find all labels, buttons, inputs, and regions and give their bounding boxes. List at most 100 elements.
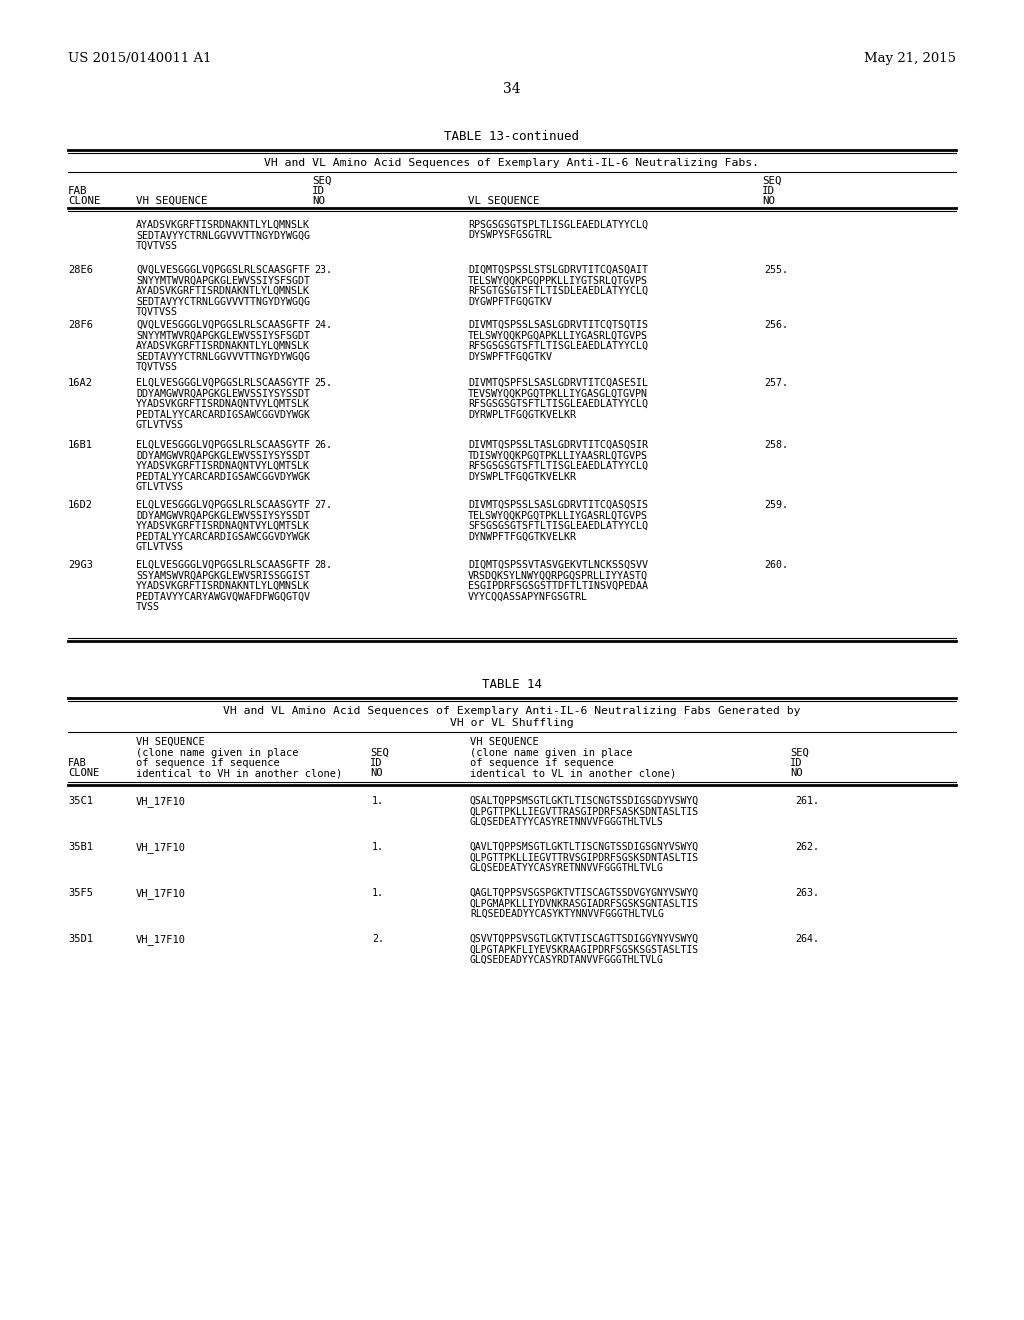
Text: DDYAMGWVRQAPGKGLEWVSSIYSYSSDT: DDYAMGWVRQAPGKGLEWVSSIYSYSSDT bbox=[136, 511, 310, 520]
Text: 257.: 257. bbox=[764, 378, 788, 388]
Text: DDYAMGWVRQAPGKGLEWVSSIYSYSSDT: DDYAMGWVRQAPGKGLEWVSSIYSYSSDT bbox=[136, 388, 310, 399]
Text: VH_17F10: VH_17F10 bbox=[136, 796, 186, 807]
Text: ESGIPDRFSGSGSTTDFTLTINSVQPEDAA: ESGIPDRFSGSGSTTDFTLTINSVQPEDAA bbox=[468, 581, 648, 591]
Text: TELSWYQQKPGQAPKLLIYGASRLQTGVPS: TELSWYQQKPGQAPKLLIYGASRLQTGVPS bbox=[468, 330, 648, 341]
Text: PEDTALYYCARCARDIGSAWCGGVDYWGK: PEDTALYYCARCARDIGSAWCGGVDYWGK bbox=[136, 532, 310, 541]
Text: YYADSVKGRFTISRDNAKNTLYLQMNSLK: YYADSVKGRFTISRDNAKNTLYLQMNSLK bbox=[136, 581, 310, 591]
Text: SEDTAVYYCTRNLGGVVVTTNGYDYWGQG: SEDTAVYYCTRNLGGVVVTTNGYDYWGQG bbox=[136, 231, 310, 240]
Text: SEDTAVYYCTRNLGGVVVTTNGYDYWGQG: SEDTAVYYCTRNLGGVVVTTNGYDYWGQG bbox=[136, 297, 310, 306]
Text: RFSGSGSGTSFTLTISGLEAEDLATYYCLQ: RFSGSGSGTSFTLTISGLEAEDLATYYCLQ bbox=[468, 341, 648, 351]
Text: GTLVTVSS: GTLVTVSS bbox=[136, 482, 184, 492]
Text: VH_17F10: VH_17F10 bbox=[136, 935, 186, 945]
Text: RLQSEDEADYYCASYKTYNNVVFGGGTHLTVLG: RLQSEDEADYYCASYKTYNNVVFGGGTHLTVLG bbox=[470, 909, 664, 919]
Text: QLPGTTPKLLIEGVTTRVSGIPDRFSGSKSDNTASLTIS: QLPGTTPKLLIEGVTTRVSGIPDRFSGSKSDNTASLTIS bbox=[470, 853, 699, 862]
Text: AYADSVKGRFTISRDNAKNTLYLQMNSLK: AYADSVKGRFTISRDNAKNTLYLQMNSLK bbox=[136, 220, 310, 230]
Text: TQVTVSS: TQVTVSS bbox=[136, 308, 178, 317]
Text: 262.: 262. bbox=[795, 842, 819, 851]
Text: TELSWYQQKPGQPPKLLIYGTSRLQTGVPS: TELSWYQQKPGQPPKLLIYGTSRLQTGVPS bbox=[468, 276, 648, 285]
Text: QVQLVESGGGLVQPGGSLRLSCAASGFTF: QVQLVESGGGLVQPGGSLRLSCAASGFTF bbox=[136, 319, 310, 330]
Text: DYSWPYSFGSGTRL: DYSWPYSFGSGTRL bbox=[468, 231, 552, 240]
Text: PEDTALYYCARCARDIGSAWCGGVDYWGK: PEDTALYYCARCARDIGSAWCGGVDYWGK bbox=[136, 471, 310, 482]
Text: QSALTQPPSMSGTLGKTLTISCNGTSSDIGSGDYVSWYQ: QSALTQPPSMSGTLGKTLTISCNGTSSDIGSGDYVSWYQ bbox=[470, 796, 699, 807]
Text: VH or VL Shuffling: VH or VL Shuffling bbox=[451, 718, 573, 729]
Text: SEQ: SEQ bbox=[312, 176, 332, 186]
Text: TEVSWYQQKPGQTPKLLIYGASGLQTGVPN: TEVSWYQQKPGQTPKLLIYGASGLQTGVPN bbox=[468, 388, 648, 399]
Text: 24.: 24. bbox=[314, 319, 332, 330]
Text: ID: ID bbox=[370, 758, 383, 768]
Text: VH and VL Amino Acid Sequences of Exemplary Anti-IL-6 Neutralizing Fabs.: VH and VL Amino Acid Sequences of Exempl… bbox=[264, 158, 760, 168]
Text: 28F6: 28F6 bbox=[68, 319, 93, 330]
Text: 26.: 26. bbox=[314, 440, 332, 450]
Text: VH_17F10: VH_17F10 bbox=[136, 842, 186, 853]
Text: (clone name given in place: (clone name given in place bbox=[136, 748, 299, 758]
Text: DIQMTQSPSSVTASVGEKVTLNCKSSQSVV: DIQMTQSPSSVTASVGEKVTLNCKSSQSVV bbox=[468, 560, 648, 570]
Text: PEDTAVYYCARYAWGVQWAFDFWGQGTQV: PEDTAVYYCARYAWGVQWAFDFWGQGTQV bbox=[136, 591, 310, 602]
Text: 1.: 1. bbox=[372, 842, 384, 851]
Text: 1.: 1. bbox=[372, 888, 384, 898]
Text: 264.: 264. bbox=[795, 935, 819, 944]
Text: DYSWPFTFGQGTKV: DYSWPFTFGQGTKV bbox=[468, 351, 552, 362]
Text: 16B1: 16B1 bbox=[68, 440, 93, 450]
Text: FAB: FAB bbox=[68, 758, 87, 768]
Text: identical to VH in another clone): identical to VH in another clone) bbox=[136, 768, 342, 777]
Text: of sequence if sequence: of sequence if sequence bbox=[136, 758, 280, 768]
Text: PEDTALYYCARCARDIGSAWCGGVDYWGK: PEDTALYYCARCARDIGSAWCGGVDYWGK bbox=[136, 409, 310, 420]
Text: VH SEQUENCE: VH SEQUENCE bbox=[136, 737, 205, 747]
Text: SEDTAVYYCTRNLGGVVVTTNGYDYWGQG: SEDTAVYYCTRNLGGVVVTTNGYDYWGQG bbox=[136, 351, 310, 362]
Text: SNYYMTWVRQAPGKGLEWVSSIYSFSGDT: SNYYMTWVRQAPGKGLEWVSSIYSFSGDT bbox=[136, 276, 310, 285]
Text: May 21, 2015: May 21, 2015 bbox=[864, 51, 956, 65]
Text: CLONE: CLONE bbox=[68, 195, 100, 206]
Text: 258.: 258. bbox=[764, 440, 788, 450]
Text: 34: 34 bbox=[503, 82, 521, 96]
Text: TQVTVSS: TQVTVSS bbox=[136, 362, 178, 372]
Text: 261.: 261. bbox=[795, 796, 819, 807]
Text: GTLVTVSS: GTLVTVSS bbox=[136, 420, 184, 430]
Text: (clone name given in place: (clone name given in place bbox=[470, 748, 633, 758]
Text: QLPGMAPKLLIYDVNKRASGIADRFSGSKSGNTASLTIS: QLPGMAPKLLIYDVNKRASGIADRFSGSKSGNTASLTIS bbox=[470, 899, 699, 908]
Text: 2.: 2. bbox=[372, 935, 384, 944]
Text: ELQLVESGGGLVQPGGSLRLSCAASGYTF: ELQLVESGGGLVQPGGSLRLSCAASGYTF bbox=[136, 500, 310, 510]
Text: YYADSVKGRFTISRDNAQNTVYLQMTSLK: YYADSVKGRFTISRDNAQNTVYLQMTSLK bbox=[136, 521, 310, 531]
Text: GLQSEDEATYYCASYRETNNVVFGGGTHLTVLS: GLQSEDEATYYCASYRETNNVVFGGGTHLTVLS bbox=[470, 817, 664, 828]
Text: TABLE 14: TABLE 14 bbox=[482, 678, 542, 690]
Text: NO: NO bbox=[790, 768, 803, 777]
Text: QLPGTTPKLLIEGVTTRASGIPDRFSASKSDNTASLTIS: QLPGTTPKLLIEGVTTRASGIPDRFSASKSDNTASLTIS bbox=[470, 807, 699, 817]
Text: identical to VL in another clone): identical to VL in another clone) bbox=[470, 768, 676, 777]
Text: 27.: 27. bbox=[314, 500, 332, 510]
Text: 260.: 260. bbox=[764, 560, 788, 570]
Text: 25.: 25. bbox=[314, 378, 332, 388]
Text: DYSWPLTFGQGTKVELKR: DYSWPLTFGQGTKVELKR bbox=[468, 471, 575, 482]
Text: TQVTVSS: TQVTVSS bbox=[136, 242, 178, 251]
Text: DIQMTQSPSSLSTSLGDRVTITCQASQAIT: DIQMTQSPSSLSTSLGDRVTITCQASQAIT bbox=[468, 265, 648, 275]
Text: QSVVTQPPSVSGTLGKTVTISCAGTTSDIGGYNYVSWYQ: QSVVTQPPSVSGTLGKTVTISCAGTTSDIGGYNYVSWYQ bbox=[470, 935, 699, 944]
Text: QVQLVESGGGLVQPGGSLRLSCAASGFTF: QVQLVESGGGLVQPGGSLRLSCAASGFTF bbox=[136, 265, 310, 275]
Text: SNYYMTWVRQAPGKGLEWVSSIYSFSGDT: SNYYMTWVRQAPGKGLEWVSSIYSFSGDT bbox=[136, 330, 310, 341]
Text: ELQLVESGGGLVQPGGSLRLSCAASGYTF: ELQLVESGGGLVQPGGSLRLSCAASGYTF bbox=[136, 440, 310, 450]
Text: 28E6: 28E6 bbox=[68, 265, 93, 275]
Text: DIVMTQSPSSLTASLGDRVTITCQASQSIR: DIVMTQSPSSLTASLGDRVTITCQASQSIR bbox=[468, 440, 648, 450]
Text: DDYAMGWVRQAPGKGLEWVSSIYSYSSDT: DDYAMGWVRQAPGKGLEWVSSIYSYSSDT bbox=[136, 450, 310, 461]
Text: AYADSVKGRFTISRDNAKNTLYLQMNSLK: AYADSVKGRFTISRDNAKNTLYLQMNSLK bbox=[136, 286, 310, 296]
Text: 35F5: 35F5 bbox=[68, 888, 93, 898]
Text: SSYAMSWVRQAPGKGLEWVSRISSGGIST: SSYAMSWVRQAPGKGLEWVSRISSGGIST bbox=[136, 570, 310, 581]
Text: RFSGSGSGTSFTLTISGLEAEDLATYYCLQ: RFSGSGSGTSFTLTISGLEAEDLATYYCLQ bbox=[468, 399, 648, 409]
Text: US 2015/0140011 A1: US 2015/0140011 A1 bbox=[68, 51, 212, 65]
Text: 28.: 28. bbox=[314, 560, 332, 570]
Text: 1.: 1. bbox=[372, 796, 384, 807]
Text: TABLE 13-continued: TABLE 13-continued bbox=[444, 129, 580, 143]
Text: YYADSVKGRFTISRDNAQNTVYLQMTSLK: YYADSVKGRFTISRDNAQNTVYLQMTSLK bbox=[136, 399, 310, 409]
Text: CLONE: CLONE bbox=[68, 768, 99, 777]
Text: 263.: 263. bbox=[795, 888, 819, 898]
Text: QAVLTQPPSMSGTLGKTLTISCNGTSSDIGSGNYVSWYQ: QAVLTQPPSMSGTLGKTLTISCNGTSSDIGSGNYVSWYQ bbox=[470, 842, 699, 851]
Text: ID: ID bbox=[312, 186, 325, 195]
Text: of sequence if sequence: of sequence if sequence bbox=[470, 758, 613, 768]
Text: SEQ: SEQ bbox=[762, 176, 781, 186]
Text: FAB: FAB bbox=[68, 186, 87, 195]
Text: TDISWYQQKPGQTPKLLIYAASRLQTGVPS: TDISWYQQKPGQTPKLLIYAASRLQTGVPS bbox=[468, 450, 648, 461]
Text: GLQSEDEATYYCASYRETNNVVFGGGTHLTVLG: GLQSEDEATYYCASYRETNNVVFGGGTHLTVLG bbox=[470, 863, 664, 873]
Text: 256.: 256. bbox=[764, 319, 788, 330]
Text: 255.: 255. bbox=[764, 265, 788, 275]
Text: NO: NO bbox=[370, 768, 383, 777]
Text: 35B1: 35B1 bbox=[68, 842, 93, 851]
Text: GLQSEDEADYYCASYRDTANVVFGGGTHLTVLG: GLQSEDEADYYCASYRDTANVVFGGGTHLTVLG bbox=[470, 954, 664, 965]
